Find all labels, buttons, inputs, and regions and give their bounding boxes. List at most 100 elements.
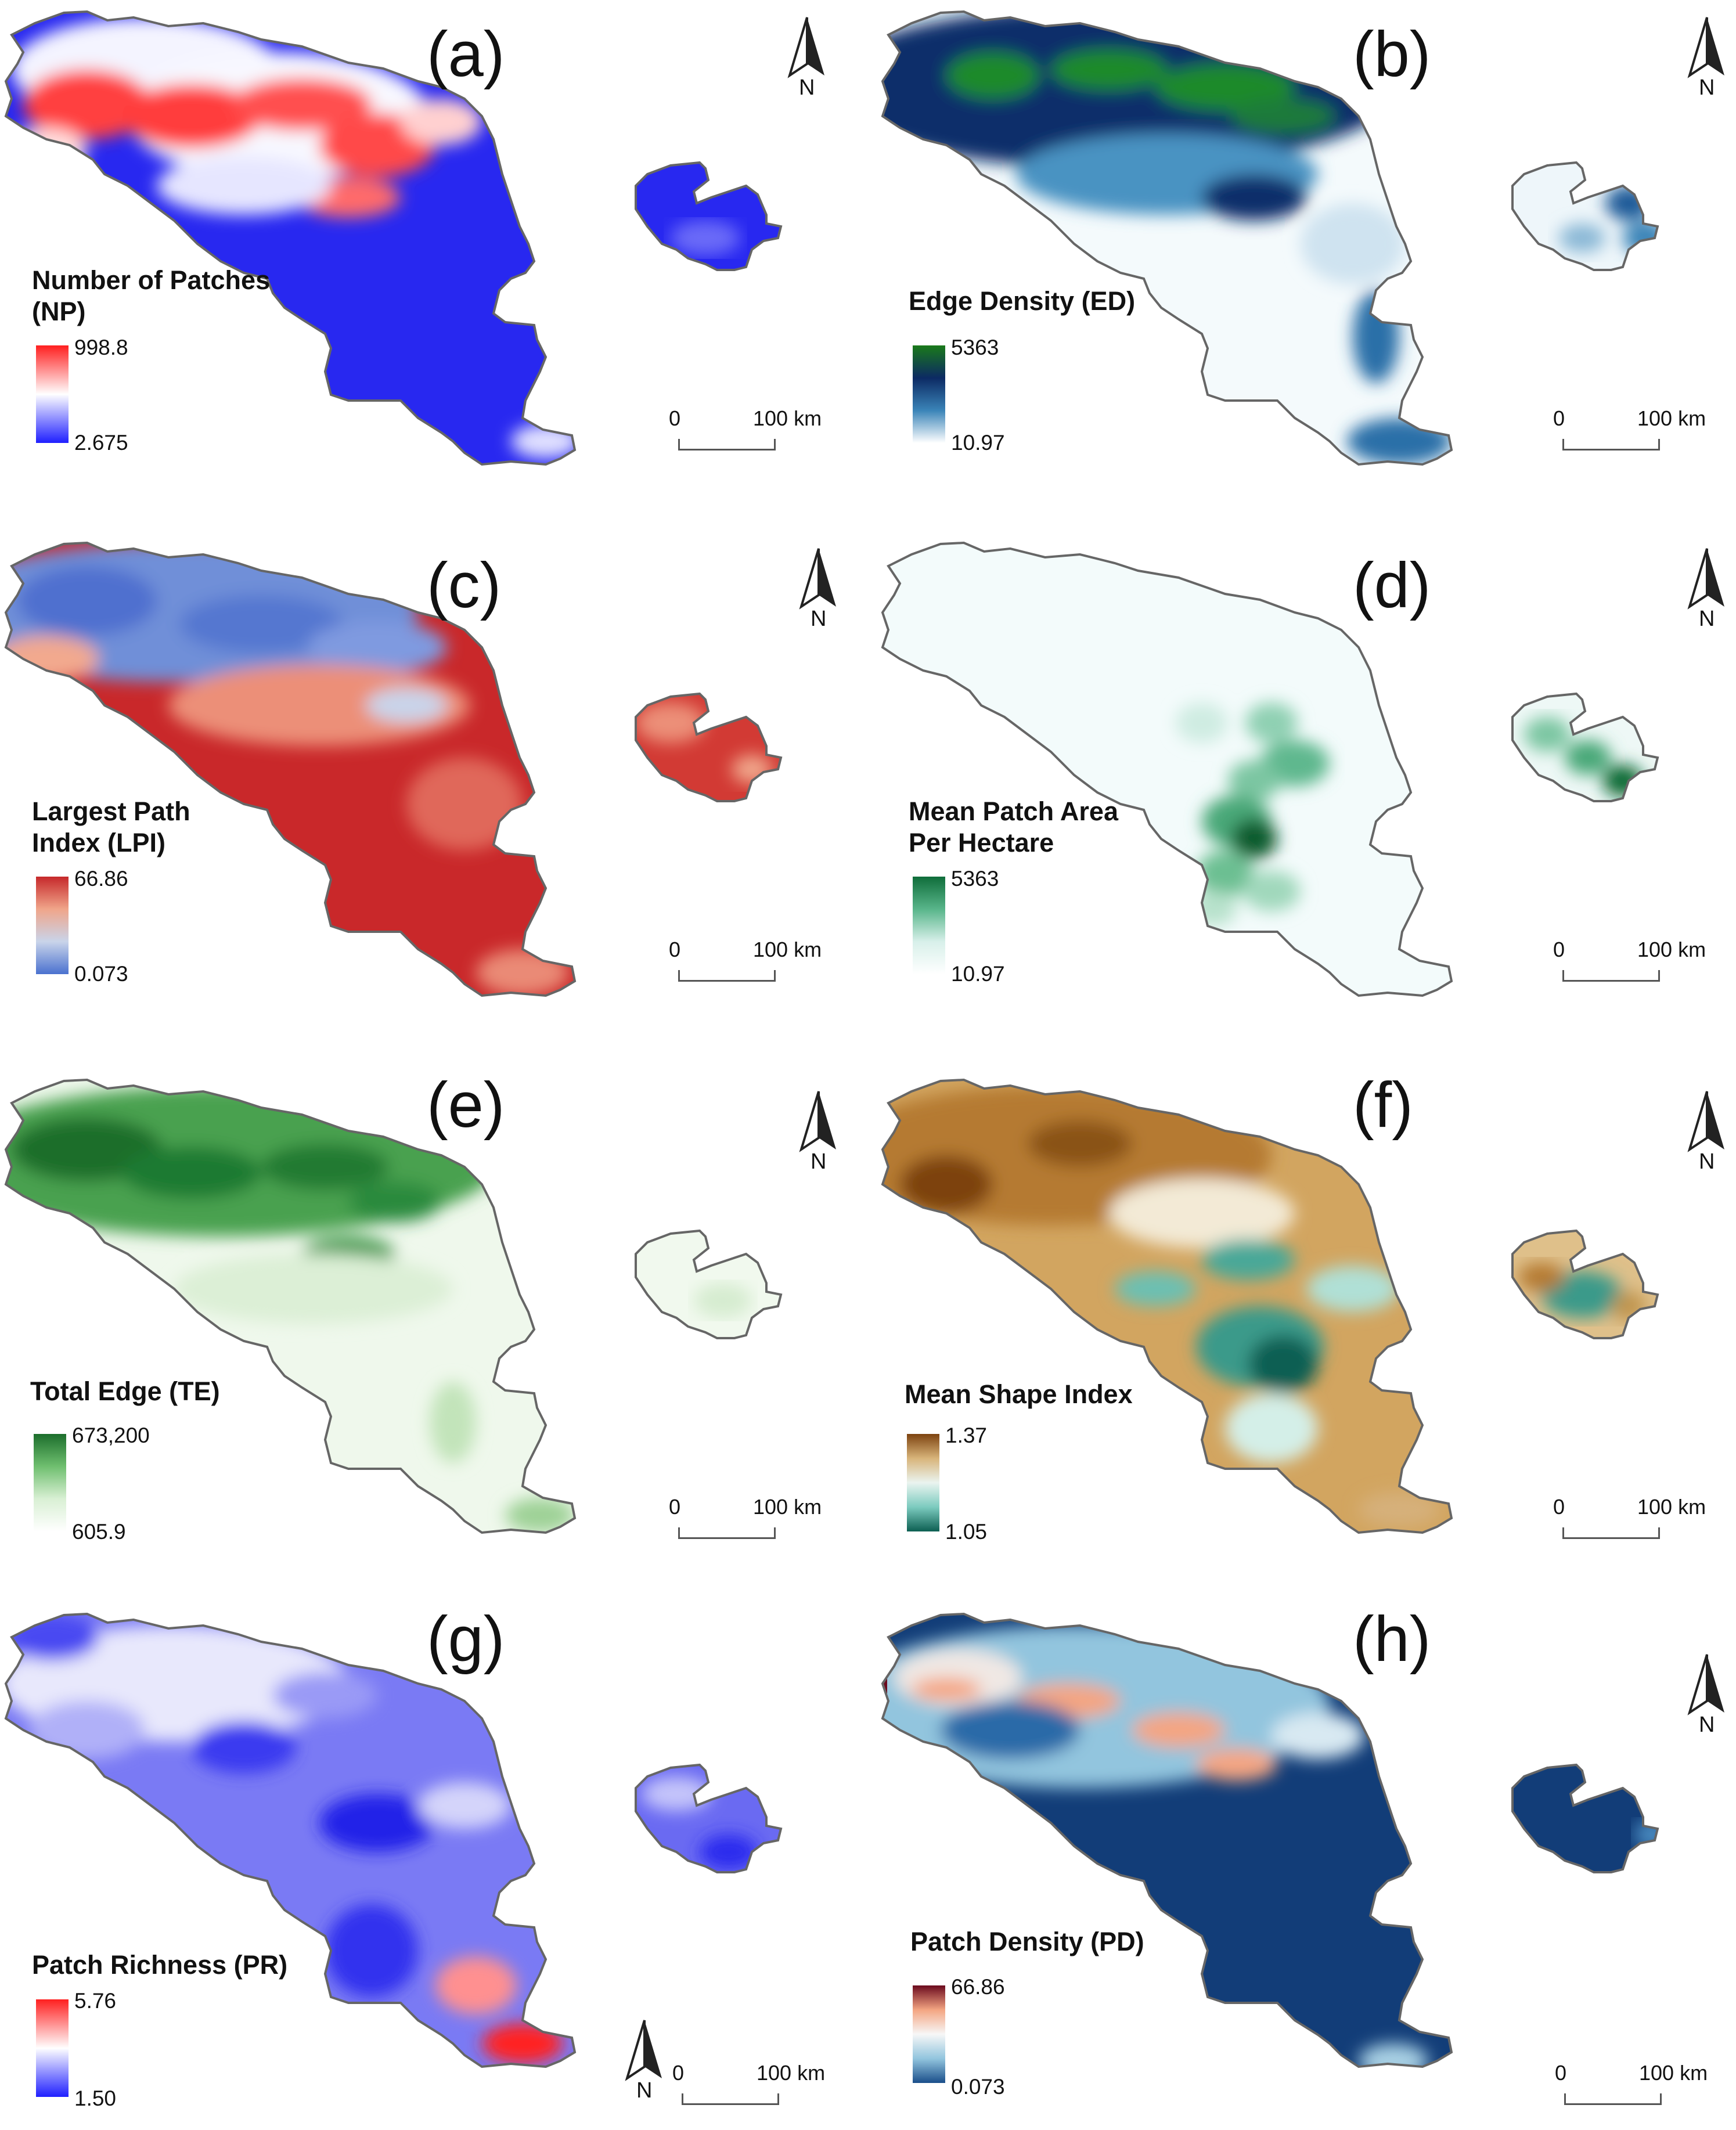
legend-max-d: 5363 [951,867,999,891]
north-arrow-icon-h: N [1678,1649,1736,1742]
north-label-a: N [799,75,815,100]
small-region-d [1511,692,1659,802]
main-boundary-b [881,10,1453,466]
legend-bar-e [34,1434,66,1531]
map-f [881,1078,1659,1534]
small-region-f [1511,1229,1659,1339]
main-boundary-c [4,541,577,997]
scale-zero-g: 0 [672,2061,685,2085]
scale-zero-b: 0 [1553,406,1565,430]
legend-title-a: Number of Patches (NP) [32,265,271,326]
scalebar-d: 0 100 km [1553,938,1716,984]
legend-max-b: 5363 [951,336,999,359]
scalebar-g: 0 100 km [672,2061,835,2107]
scale-zero-h: 0 [1555,2061,1567,2085]
scale-100-d: 100 km [1637,938,1706,961]
panel-letter-d: (d) [1353,550,1431,621]
panel-letter-g: (g) [427,1603,505,1675]
scale-zero-a: 0 [669,406,681,430]
panel-letter-c: (c) [427,550,502,621]
map-e [4,1078,783,1534]
scalebar-e: 0 100 km [669,1495,831,1541]
north-label-e: N [811,1149,827,1174]
map-g [4,1612,783,2068]
scalebar-f: 0 100 km [1553,1495,1716,1541]
legend-bar-f [907,1434,939,1531]
north-arrow-icon-g: N [615,2014,673,2107]
map-c [4,541,783,997]
scale-100-e: 100 km [753,1495,822,1519]
panel-g: (g) N Patch Richness (PR) 5.76 1.50 0 10… [0,1602,868,2125]
legend-bar-b [913,345,945,443]
north-arrow-icon-b: N [1678,12,1736,104]
legend-title-b: Edge Density (ED) [909,286,1136,316]
north-arrow-icon-f: N [1678,1086,1736,1178]
scalebar-c: 0 100 km [669,938,831,984]
legend-title-f: Mean Shape Index [905,1379,1133,1409]
scalebar-h: 0 100 km [1555,2061,1717,2107]
scale-zero-f: 0 [1553,1495,1565,1519]
north-label-g: N [636,2078,653,2103]
north-arrow-icon-e: N [790,1086,848,1178]
main-boundary-g [4,1612,577,2068]
panel-c: (c) N Largest Path Index (LPI) 66.86 0.0… [0,531,868,1054]
legend-max-a: 998.8 [74,336,128,359]
scale-line-c [678,970,776,982]
legend-bar-c [36,877,69,974]
panel-letter-f: (f) [1353,1069,1413,1141]
north-arrow-icon-d: N [1678,543,1736,636]
map-a [4,10,783,466]
legend-max-g: 5.76 [74,1989,117,2013]
small-region-c [635,692,783,802]
panel-d: (d) N Mean Patch Area Per Hectare 5363 1… [877,531,1736,1054]
scale-100-h: 100 km [1639,2061,1708,2085]
legend-min-c: 0.073 [74,962,128,986]
north-arrow-icon-c: N [790,543,848,636]
panel-f: (f) N Mean Shape Index 1.37 1.05 0 100 k… [877,1068,1736,1591]
panel-letter-h: (h) [1353,1603,1431,1675]
scale-line-a [678,439,776,450]
small-region-b [1511,161,1659,271]
legend-title-e: Total Edge (TE) [30,1376,220,1406]
scalebar-b: 0 100 km [1553,406,1716,453]
scale-100-f: 100 km [1637,1495,1706,1519]
legend-max-c: 66.86 [74,867,128,891]
legend-title-c: Largest Path Index (LPI) [32,797,190,857]
scale-zero-c: 0 [669,938,681,961]
main-boundary-f [881,1078,1453,1534]
scale-100-g: 100 km [757,2061,826,2085]
scale-line-b [1562,439,1660,450]
legend-title-h: Patch Density (PD) [910,1927,1144,1956]
main-boundary-e [4,1078,577,1534]
legend-max-f: 1.37 [945,1423,988,1447]
map-b [881,10,1659,466]
panel-e: (e) N Total Edge (TE) 673,200 605.9 0 10… [0,1068,868,1591]
legend-min-a: 2.675 [74,431,128,455]
map-h [881,1612,1659,2068]
scale-100-c: 100 km [753,938,822,961]
legend-min-f: 1.05 [945,1520,988,1544]
scale-zero-e: 0 [669,1495,681,1519]
legend-min-g: 1.50 [74,2086,117,2110]
legend-bar-g [36,1999,69,2097]
legend-min-e: 605.9 [72,1520,126,1544]
small-region-g [635,1763,783,1873]
legend-bar-h [913,1985,945,2083]
panel-letter-a: (a) [427,19,505,90]
small-region-a [635,161,783,271]
small-region-h [1511,1763,1659,1873]
north-label-b: N [1699,75,1715,100]
main-boundary-a [4,10,577,466]
legend-bar-a [36,345,69,443]
main-boundary-d [881,541,1453,997]
north-arrow-icon-a: N [778,12,836,104]
scale-100-a: 100 km [753,406,822,430]
panel-a: (a) N Number of Patches (NP) 998.8 2.675… [0,0,868,522]
scalebar-a: 0 100 km [669,406,831,453]
north-label-d: N [1699,607,1715,631]
panel-b: (b) N Edge Density (ED) 5363 10.97 0 100… [877,0,1736,522]
north-label-c: N [811,607,827,631]
scale-line-g [682,2093,779,2105]
legend-max-e: 673,200 [72,1423,150,1447]
panel-letter-e: (e) [427,1069,505,1141]
